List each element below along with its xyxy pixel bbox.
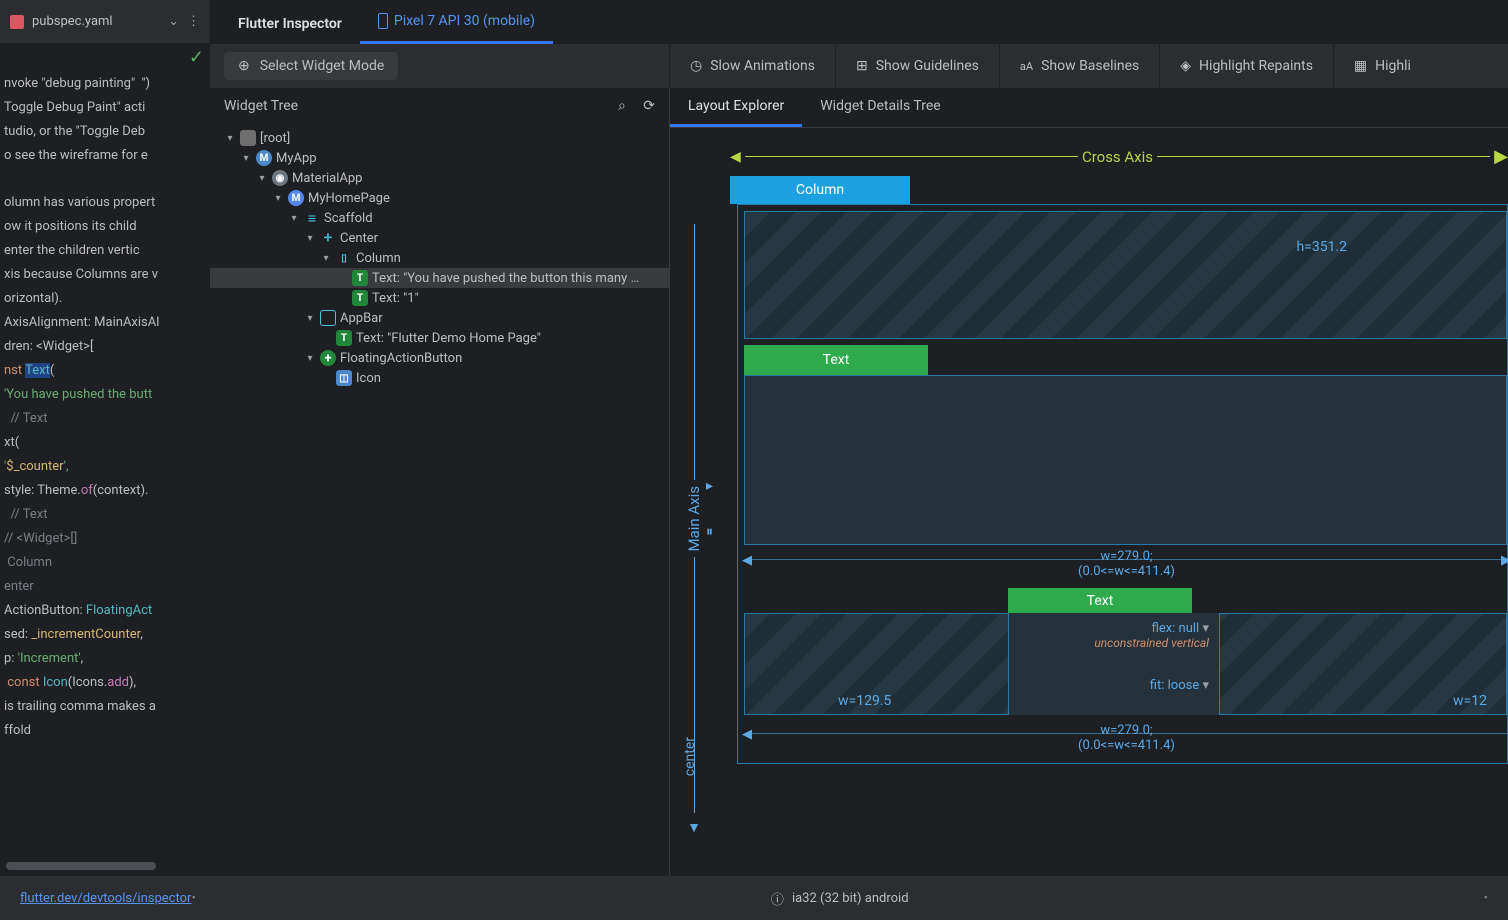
width-constraint-2: ◀ w=279.0;(0.0<=w<=411.4) <box>746 725 1507 761</box>
tree-node-text3[interactable]: TText: "Flutter Demo Home Page" <box>210 328 669 348</box>
devtools-link[interactable]: flutter.dev/devtools/inspector <box>20 891 191 906</box>
cross-axis-label: ◀ Cross Axis ▶ <box>730 146 1508 167</box>
pause-icon[interactable]: ⏸ <box>706 524 713 540</box>
widget-tree-panel: Widget Tree ⌕ ⟳ ▾[root] ▾MMyApp ▾◉Materi… <box>210 88 670 876</box>
search-icon[interactable]: ⌕ <box>618 98 626 114</box>
slow-animations-button[interactable]: ◷Slow Animations <box>670 44 836 88</box>
separator-dot: • <box>191 891 195 906</box>
info-icon: ⓘ <box>771 889 784 908</box>
code-editor[interactable]: ✓nvoke "debug painting" '') Toggle Debug… <box>0 44 210 876</box>
tree-node-icon[interactable]: ◫Icon <box>210 368 669 388</box>
scaffold-icon: ≡ <box>304 210 320 226</box>
inspector-toolbar: ⊕ Select Widget Mode <box>210 44 670 88</box>
show-baselines-button[interactable]: aAShow Baselines <box>1000 44 1160 88</box>
status-bar: flutter.dev/devtools/inspector • ⓘ ia32 … <box>0 876 1508 920</box>
baselines-icon: aA <box>1020 60 1033 73</box>
height-label: h=351.2 <box>1296 239 1347 255</box>
width-label-2: w=12 <box>1453 693 1487 709</box>
widget-icon: M <box>288 190 304 206</box>
tree-node-text2[interactable]: TText: "1" <box>210 288 669 308</box>
layout-canvas[interactable]: ◀ Cross Axis ▶ Main Axis ▼ ▸ ⏸ center Co… <box>670 128 1508 876</box>
layout-side-controls: ▸ ⏸ <box>706 478 713 540</box>
show-guidelines-button[interactable]: ⊞Show Guidelines <box>836 44 1000 88</box>
layout-region-3-inner[interactable]: flex: null ▾ unconstrained vertical fit:… <box>1008 613 1220 715</box>
separator-dot: • <box>1484 891 1488 906</box>
width-label-1: w=129.5 <box>838 693 891 709</box>
layout-region-1[interactable] <box>744 211 1507 339</box>
debug-toolbar: ◷Slow Animations ⊞Show Guidelines aAShow… <box>670 44 1508 88</box>
layout-outer-box: h=351.2 Text ◀ w=279.0;(0.0<=w<=411.4) ▶… <box>737 204 1508 764</box>
tree-node-column[interactable]: ▾▯Column <box>210 248 669 268</box>
tree-node-text1[interactable]: TText: "You have pushed the button this … <box>210 268 669 288</box>
highlight-button[interactable]: ▦Highli <box>1334 44 1431 88</box>
tree-node-myapp[interactable]: ▾MMyApp <box>210 148 669 168</box>
widget-tree-title: Widget Tree <box>224 98 298 114</box>
text-badge-1[interactable]: Text <box>744 345 928 375</box>
tree-node-root[interactable]: ▾[root] <box>210 128 669 148</box>
more-icon[interactable]: ⋮ <box>187 14 200 29</box>
center-label: center <box>682 737 698 776</box>
layout-panel: Layout Explorer Widget Details Tree ◀ Cr… <box>670 88 1508 876</box>
image-icon: ▦ <box>1354 58 1367 74</box>
tree-node-scaffold[interactable]: ▾≡Scaffold <box>210 208 669 228</box>
device-icon <box>378 13 388 29</box>
select-widget-mode-button[interactable]: ⊕ Select Widget Mode <box>224 52 398 80</box>
folder-icon <box>240 130 256 146</box>
inspector-tabs: Flutter Inspector Pixel 7 API 30 (mobile… <box>210 0 1508 44</box>
widget-icon: M <box>256 150 272 166</box>
tab-device[interactable]: Pixel 7 API 30 (mobile) <box>360 1 553 44</box>
yaml-file-icon <box>10 15 24 29</box>
fab-icon: + <box>320 350 336 366</box>
widget-tree-body: ▾[root] ▾MMyApp ▾◉MaterialApp ▾MMyHomePa… <box>210 124 669 876</box>
tab-flutter-inspector[interactable]: Flutter Inspector <box>220 4 360 44</box>
platform-label: ia32 (32 bit) android <box>792 891 909 906</box>
center-icon: ✛ <box>320 230 336 246</box>
tree-node-homepage[interactable]: ▾MMyHomePage <box>210 188 669 208</box>
layout-tabs: Layout Explorer Widget Details Tree <box>670 88 1508 128</box>
text-icon: T <box>336 330 352 346</box>
tab-widget-details[interactable]: Widget Details Tree <box>802 88 958 127</box>
width-constraint-1: ◀ w=279.0;(0.0<=w<=411.4) ▶ <box>746 551 1507 587</box>
text-icon: T <box>352 290 368 306</box>
column-icon: ▯ <box>336 250 352 266</box>
text-icon: T <box>352 270 368 286</box>
tree-node-material[interactable]: ▾◉MaterialApp <box>210 168 669 188</box>
file-name: pubspec.yaml <box>32 14 113 29</box>
play-icon[interactable]: ▸ <box>706 478 713 494</box>
tab-layout-explorer[interactable]: Layout Explorer <box>670 88 802 127</box>
repaints-icon: ◈ <box>1180 58 1191 74</box>
target-icon: ⊕ <box>238 58 250 74</box>
guidelines-icon: ⊞ <box>856 58 868 74</box>
material-icon: ◉ <box>272 170 288 186</box>
chevron-down-icon[interactable]: ⌄ <box>168 14 179 29</box>
tree-node-fab[interactable]: ▾+FloatingActionButton <box>210 348 669 368</box>
tree-node-center[interactable]: ▾✛Center <box>210 228 669 248</box>
column-badge[interactable]: Column <box>730 176 910 204</box>
timer-icon: ◷ <box>690 58 702 74</box>
text-badge-2[interactable]: Text <box>1008 588 1192 614</box>
horizontal-scrollbar[interactable] <box>6 862 156 870</box>
layout-region-2[interactable] <box>744 375 1507 545</box>
highlight-repaints-button[interactable]: ◈Highlight Repaints <box>1160 44 1334 88</box>
file-bar: pubspec.yaml ⌄ ⋮ <box>0 0 210 44</box>
refresh-icon[interactable]: ⟳ <box>643 98 655 114</box>
appbar-icon <box>320 310 336 326</box>
check-icon: ✓ <box>189 46 204 69</box>
icon-icon: ◫ <box>336 370 352 386</box>
tree-node-appbar[interactable]: ▾AppBar <box>210 308 669 328</box>
